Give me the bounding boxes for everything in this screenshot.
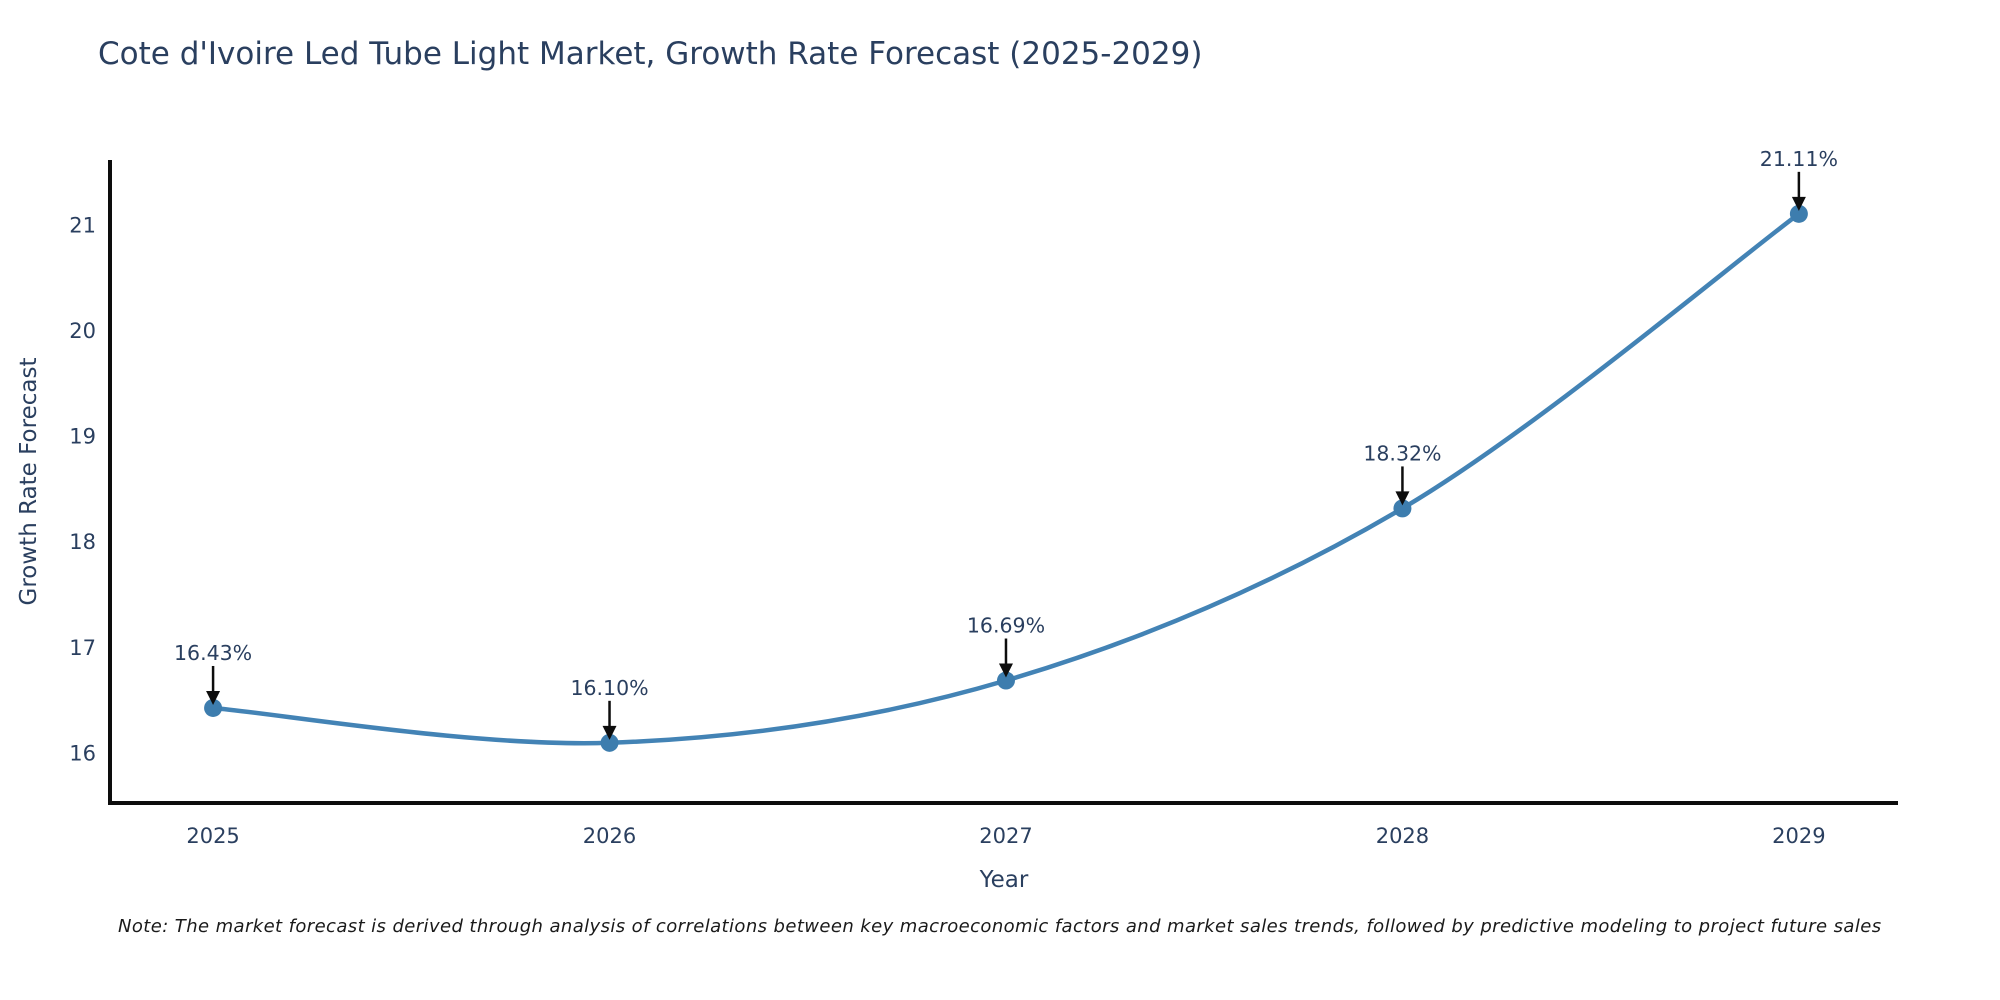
- data-point-marker: [1393, 499, 1412, 518]
- annotation-arrowhead: [602, 725, 617, 740]
- y-tick-label: 20: [69, 319, 96, 343]
- y-axis-title: Growth Rate Forecast: [16, 358, 42, 606]
- annotation-arrowhead: [1791, 196, 1806, 211]
- chart-title: Cote d'Ivoire Led Tube Light Market, Gro…: [98, 36, 1203, 72]
- y-tick-label: 19: [69, 425, 96, 449]
- x-tick-label: 2027: [979, 824, 1032, 848]
- data-point-marker: [204, 698, 223, 717]
- y-tick-label: 17: [69, 636, 96, 660]
- x-tick-label: 2025: [186, 824, 239, 848]
- data-point-label: 21.11%: [1760, 147, 1838, 171]
- data-point-marker: [600, 733, 619, 752]
- data-point-label: 16.43%: [174, 641, 252, 665]
- y-tick-label: 21: [69, 213, 96, 237]
- data-point-label: 16.10%: [570, 676, 648, 700]
- annotation-arrowhead: [1395, 491, 1410, 506]
- data-point-label: 18.32%: [1363, 441, 1441, 465]
- annotation-arrowhead: [998, 663, 1013, 678]
- footnote: Note: The market forecast is derived thr…: [118, 916, 1882, 937]
- annotation-arrowhead: [206, 690, 221, 705]
- x-tick-label: 2026: [583, 824, 636, 848]
- x-axis-title: Year: [979, 867, 1029, 893]
- x-tick-label: 2028: [1376, 824, 1429, 848]
- data-point-label: 16.69%: [967, 614, 1045, 638]
- data-point-marker: [996, 671, 1015, 690]
- x-tick-label: 2029: [1772, 824, 1825, 848]
- trend-line: [210, 211, 1802, 746]
- y-tick-label: 16: [69, 741, 96, 765]
- y-tick-label: 18: [69, 530, 96, 554]
- data-point-marker: [1789, 204, 1808, 223]
